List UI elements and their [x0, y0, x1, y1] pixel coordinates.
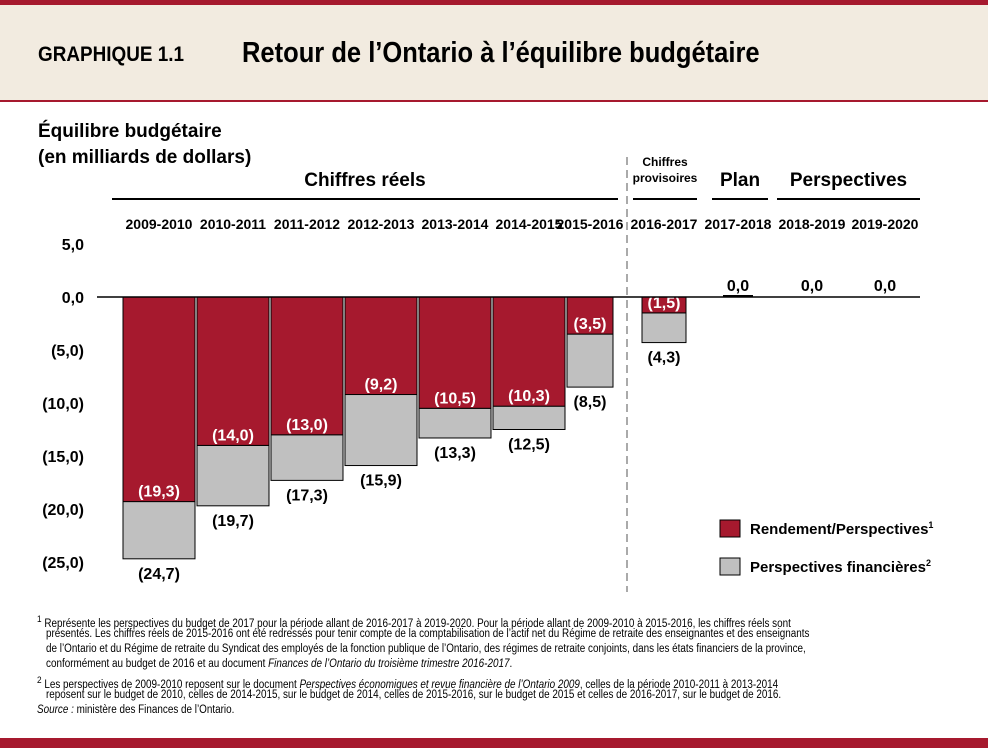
outlook-bar [122, 501, 196, 560]
y-axis-label-line2: (en milliards de dollars) [38, 147, 251, 168]
outlook-bar [566, 333, 614, 388]
performance-data-label: (1,5) [648, 295, 681, 312]
performance-data-label: (19,3) [138, 484, 180, 501]
x-tick-label: 2016-2017 [631, 216, 698, 232]
performance-data-label: (13,0) [286, 417, 328, 434]
outlook-data-label: (13,3) [434, 445, 476, 462]
performance-bar [344, 296, 418, 396]
outlook-bar [492, 405, 566, 430]
footnote-1-line4: conformément au budget de 2016 et au doc… [46, 658, 513, 670]
y-tick-label: (15,0) [42, 449, 84, 466]
footnote-2: 2 Les perspectives de 2009-2010 reposent… [37, 675, 779, 691]
group-label: Chiffres réels [304, 170, 425, 191]
performance-data-label: (14,0) [212, 427, 254, 444]
x-tick-label: 2013-2014 [422, 216, 489, 232]
performance-bar [196, 296, 270, 446]
performance-data-label: 0,0 [801, 278, 823, 295]
x-tick-label: 2011-2012 [274, 216, 340, 232]
group-label-line2: provisoires [633, 171, 698, 185]
legend-label: Rendement/Perspectives1 [750, 520, 933, 538]
performance-data-label: (10,5) [434, 390, 476, 407]
performance-bar [122, 296, 196, 503]
group-label-line1: Chiffres [642, 155, 688, 169]
y-tick-label: 0,0 [62, 290, 84, 307]
outlook-data-label: (4,3) [648, 350, 681, 367]
performance-data-label: 0,0 [727, 278, 749, 295]
y-tick-label: (20,0) [42, 502, 84, 519]
outlook-bar [344, 394, 418, 467]
bottom-accent-bar [0, 738, 988, 748]
y-tick-label: (25,0) [42, 555, 84, 572]
outlook-data-label: (8,5) [574, 394, 607, 411]
performance-data-label: 0,0 [874, 278, 896, 295]
y-axis-label-line1: Équilibre budgétaire [38, 120, 222, 142]
performance-data-label: (9,2) [365, 377, 398, 394]
x-tick-label: 2010-2011 [200, 216, 266, 232]
outlook-data-label: (15,9) [360, 473, 402, 490]
footnote-1: 1 Représente les perspectives du budget … [37, 614, 791, 630]
performance-bar [270, 296, 344, 436]
outlook-bar [196, 444, 270, 507]
x-tick-label: 2009-2010 [126, 216, 193, 232]
chart-title: Retour de l’Ontario à l’équilibre budgét… [242, 37, 760, 69]
x-tick-label: 2019-2020 [852, 216, 919, 232]
footnote-2-line2: reposent sur le budget de 2010, celles d… [46, 689, 782, 701]
top-accent-bar [0, 0, 988, 5]
outlook-data-label: (24,7) [138, 566, 180, 583]
outlook-bar [641, 312, 687, 344]
chart-number: GRAPHIQUE 1.1 [38, 43, 184, 66]
budget-balance-chart: Équilibre budgétaire (en milliards de dol… [38, 120, 933, 592]
y-tick-label: (10,0) [42, 396, 84, 413]
outlook-data-label: (17,3) [286, 487, 328, 504]
outlook-data-label: (12,5) [508, 437, 550, 454]
outlook-bar [418, 407, 492, 439]
legend-label: Perspectives financières2 [750, 558, 931, 576]
x-tick-label: 2014-2015 [496, 216, 563, 232]
performance-data-label: (3,5) [574, 316, 607, 333]
group-label: Perspectives [790, 170, 907, 191]
x-tick-label: 2017-2018 [705, 216, 772, 232]
y-tick-label: (5,0) [51, 343, 84, 360]
footnote-1-line3: de l’Ontario et du Régime de retraite du… [46, 643, 806, 655]
legend-swatch [719, 519, 741, 538]
footnote-1-line2: présentés. Les chiffres réels de 2015-20… [46, 628, 810, 640]
x-tick-label: 2018-2019 [779, 216, 846, 232]
outlook-data-label: (19,7) [212, 513, 254, 530]
y-tick-label: 5,0 [62, 237, 84, 254]
performance-bar [418, 296, 492, 409]
x-tick-label: 2015-2016 [557, 216, 624, 232]
group-label: Plan [720, 170, 760, 191]
chart-header: GRAPHIQUE 1.1 Retour de l’Ontario à l’éq… [0, 5, 988, 102]
outlook-bar [270, 434, 344, 481]
performance-bar [492, 296, 566, 407]
source-note: Source : ministère des Finances de l’Ont… [37, 704, 235, 716]
legend-superscript: 2 [926, 558, 931, 568]
legend-superscript: 1 [928, 520, 933, 530]
performance-data-label: (10,3) [508, 388, 550, 405]
legend-swatch [719, 557, 741, 576]
x-tick-label: 2012-2013 [348, 216, 415, 232]
